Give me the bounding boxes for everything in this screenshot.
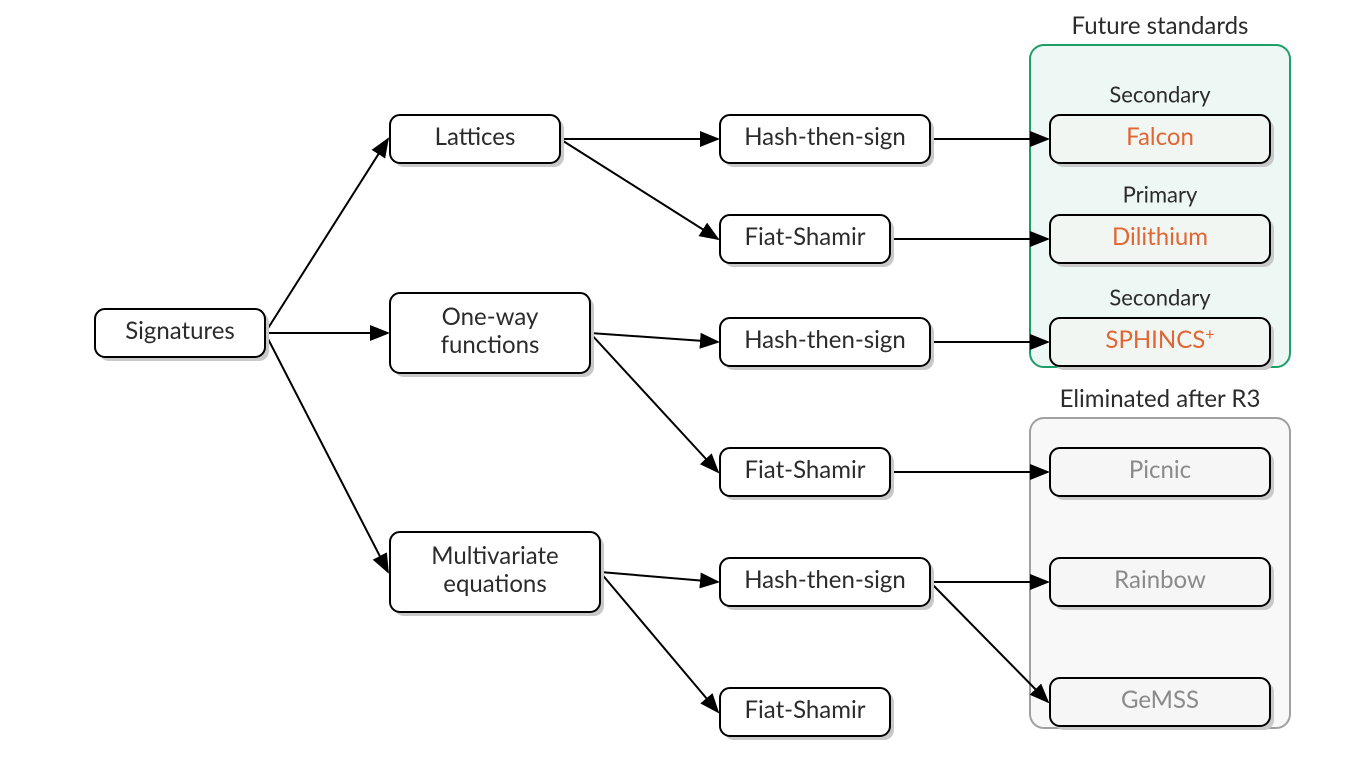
node-label-sphincs: SPHINCS+ (1105, 325, 1214, 354)
node-label-mv: equations (443, 569, 546, 598)
node-label-l_hts: Hash-then-sign (744, 122, 906, 151)
node-label-lattices: Lattices (435, 122, 516, 151)
node-root: Signatures (95, 309, 269, 361)
group-title-eliminated: Eliminated after R3 (1060, 384, 1261, 413)
edge-lattices-to-l_fs (560, 139, 718, 239)
diagram-canvas: Future standards Eliminated after R3 Sign… (0, 0, 1348, 766)
edge-owf-to-o_hts (590, 333, 718, 342)
node-label-o_fs: Fiat-Shamir (745, 455, 866, 484)
edge-mv-to-m_hts (600, 572, 718, 582)
node-label-o_hts: Hash-then-sign (744, 325, 906, 354)
node-annotation-dilithium: Primary (1123, 181, 1198, 208)
node-label-owf: One-way (442, 302, 539, 331)
node-label-m_fs: Fiat-Shamir (745, 695, 866, 724)
node-label-dilithium: Dilithium (1112, 222, 1208, 251)
node-mv: Multivariateequations (390, 532, 604, 616)
node-label-m_hts: Hash-then-sign (744, 565, 906, 594)
edge-root-to-mv (265, 333, 388, 572)
node-rainbow: Rainbow (1050, 558, 1274, 610)
node-label-rainbow: Rainbow (1114, 565, 1206, 594)
node-m_hts: Hash-then-sign (720, 558, 934, 610)
edge-mv-to-m_fs (600, 572, 718, 712)
group-title-future: Future standards (1072, 11, 1249, 40)
node-label-gemss: GeMSS (1121, 685, 1199, 714)
node-owf: One-wayfunctions (390, 293, 594, 377)
node-l_fs: Fiat-Shamir (720, 215, 894, 267)
node-label-root: Signatures (125, 316, 235, 345)
node-label-l_fs: Fiat-Shamir (745, 222, 866, 251)
edge-owf-to-o_fs (590, 333, 718, 472)
node-lattices: Lattices (390, 115, 564, 167)
node-picnic: Picnic (1050, 448, 1274, 500)
node-annotation-falcon: Secondary (1109, 81, 1211, 108)
group-eliminated: Eliminated after R3 (1030, 384, 1290, 728)
node-m_fs: Fiat-Shamir (720, 688, 894, 740)
node-gemss: GeMSS (1050, 678, 1274, 730)
node-l_hts: Hash-then-sign (720, 115, 934, 167)
node-label-mv: Multivariate (431, 541, 558, 570)
node-o_fs: Fiat-Shamir (720, 448, 894, 500)
node-label-falcon: Falcon (1126, 122, 1194, 151)
node-label-picnic: Picnic (1129, 455, 1191, 484)
edge-root-to-lattices (265, 139, 388, 333)
node-label-owf: functions (441, 330, 540, 359)
node-annotation-sphincs: Secondary (1109, 284, 1211, 311)
node-o_hts: Hash-then-sign (720, 318, 934, 370)
